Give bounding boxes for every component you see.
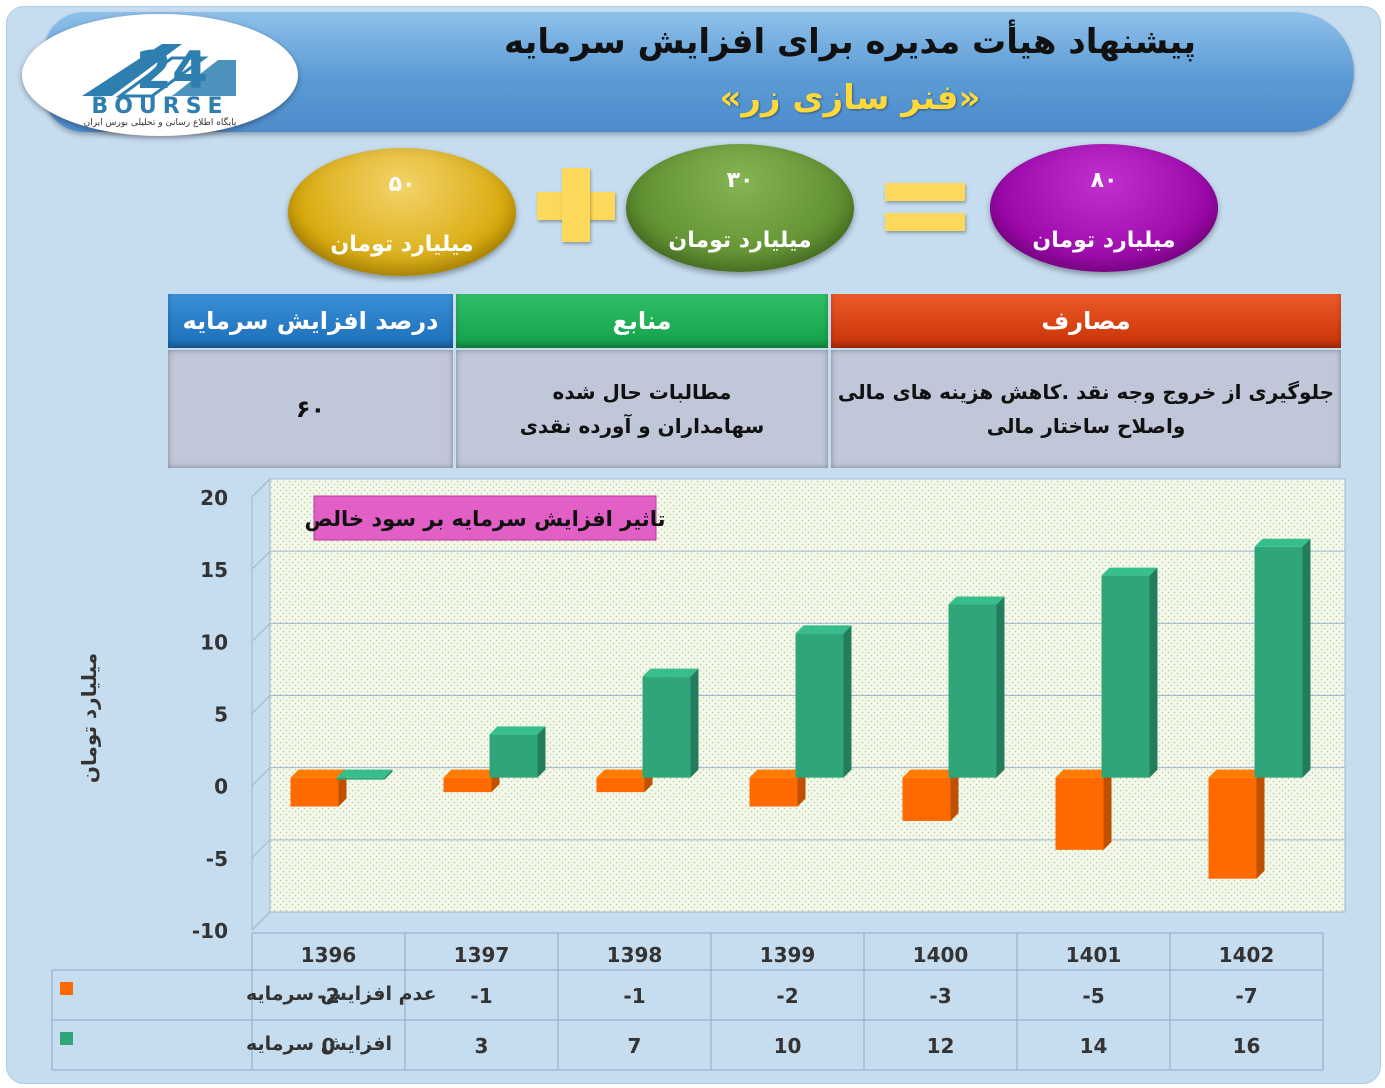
data-label-no-increase: -3 <box>929 984 951 1008</box>
bar-no-increase-1402 <box>1208 769 1265 879</box>
y-tick-label: -10 <box>192 919 228 943</box>
y-axis-label: میلیارد تومان <box>77 653 101 783</box>
y-tick-label: 5 <box>214 703 228 727</box>
logo-mark: 24 <box>82 41 236 101</box>
bar-increase-1400 <box>948 596 1005 778</box>
x-tick-label: 1402 <box>1219 943 1275 967</box>
bar-no-increase-1399 <box>749 769 806 807</box>
sources-value: مطالبات حال شده سهامداران و آورده نقدی <box>456 350 828 468</box>
bar-increase-1398 <box>642 668 699 778</box>
increase-amount-unit: میلیارد تومان <box>668 228 812 253</box>
data-label-increase: 10 <box>774 1034 802 1058</box>
company-subtitle: «فنر سازی زر» <box>719 78 981 118</box>
current-capital-unit: میلیارد تومان <box>330 232 474 257</box>
chart-title-box <box>313 495 657 541</box>
bar-no-increase-1396 <box>290 769 347 807</box>
logo-number: 24 <box>136 41 208 101</box>
y-tick-label: 10 <box>200 630 228 654</box>
data-label-no-increase: -2 <box>317 984 339 1008</box>
increase-amount-ellipse: ۳۰ میلیارد تومان <box>626 144 854 272</box>
new-capital-value: ۸۰ <box>1090 168 1118 193</box>
bar-no-increase-1401 <box>1055 769 1112 850</box>
data-label-increase: 14 <box>1080 1034 1108 1058</box>
uses-header: مصارف <box>831 294 1341 348</box>
data-label-no-increase: -2 <box>776 984 798 1008</box>
new-capital-unit: میلیارد تومان <box>1032 228 1176 253</box>
x-tick-label: 1398 <box>607 943 663 967</box>
y-tick-label: -5 <box>206 847 228 871</box>
data-label-no-increase: -7 <box>1235 984 1257 1008</box>
data-label-increase: 12 <box>927 1034 955 1058</box>
logo-wordmark: BOURSE <box>91 94 229 119</box>
data-label-increase: 0 <box>322 1034 336 1058</box>
data-table: 1396 -2 0 1397 -1 3 1398 -1 7 1399 -2 10 1400 -3 12 140… <box>51 932 1324 1071</box>
data-label-increase: 3 <box>475 1034 489 1058</box>
plus-sign-icon-vertical <box>562 168 590 242</box>
chart-title: تاثیر افزایش سرمایه بر سود خالص <box>305 507 666 531</box>
data-label-no-increase: -1 <box>470 984 492 1008</box>
uses-value: جلوگیری از خروج وجه نقد .کاهش هزینه های … <box>831 350 1341 468</box>
bar-increase-1396 <box>336 769 393 780</box>
x-tick-label: 1400 <box>913 943 969 967</box>
x-tick-label: 1396 <box>301 943 357 967</box>
data-label-increase: 7 <box>628 1034 642 1058</box>
logo-tagline: پایگاه اطلاع رسانی و تحلیلی بورس ایران <box>83 118 237 128</box>
bar-no-increase-1397 <box>443 769 500 793</box>
bar-increase-1399 <box>795 625 852 778</box>
bourse24-logo: 24 BOURSE پایگاه اطلاع رسانی و تحلیلی بو… <box>22 14 298 136</box>
y-tick-label: 0 <box>214 775 228 799</box>
grid-lines <box>251 478 1345 931</box>
sources-header: منابع <box>456 294 828 348</box>
current-capital-ellipse: ۵۰ میلیارد تومان <box>288 148 516 276</box>
bar-no-increase-1400 <box>902 769 959 821</box>
equals-sign-icon <box>885 183 965 201</box>
bars <box>290 538 1311 879</box>
data-label-no-increase: -1 <box>623 984 645 1008</box>
legend-label: عدم افزایش سرمایه <box>246 983 436 1005</box>
percent-value: ۶۰ <box>168 350 453 468</box>
bar-increase-1401 <box>1101 567 1158 778</box>
increase-amount-value: ۳۰ <box>726 168 754 193</box>
x-tick-label: 1397 <box>454 943 510 967</box>
legend-swatch <box>60 982 73 995</box>
y-axis-ticks: 20 15 10 5 0 -5 -10 <box>192 486 228 943</box>
page-title: پیشنهاد هیأت مدیره برای افزایش سرمایه <box>503 22 1197 62</box>
x-tick-label: 1399 <box>760 943 816 967</box>
data-label-increase: 16 <box>1233 1034 1261 1058</box>
x-tick-label: 1401 <box>1066 943 1122 967</box>
data-label-no-increase: -5 <box>1082 984 1104 1008</box>
current-capital-value: ۵۰ <box>388 172 416 197</box>
bar-increase-1397 <box>489 726 546 778</box>
new-capital-ellipse: ۸۰ میلیارد تومان <box>990 144 1218 272</box>
bar-increase-1402 <box>1254 538 1311 778</box>
y-tick-label: 15 <box>200 558 228 582</box>
legend-swatch <box>60 1032 73 1045</box>
percent-header: درصد افزایش سرمایه <box>168 294 453 348</box>
legend-label: افزایش سرمایه <box>246 1033 392 1055</box>
equals-sign-icon-lower <box>885 213 965 231</box>
y-tick-label: 20 <box>200 486 228 510</box>
